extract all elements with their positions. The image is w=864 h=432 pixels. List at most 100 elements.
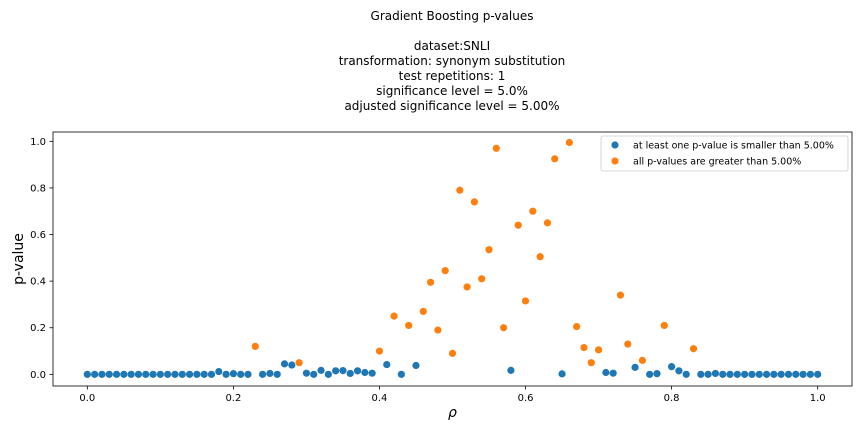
data-point-significant <box>185 370 194 378</box>
data-point-significant <box>178 370 186 378</box>
chart-title-subline: transformation: synonym substitution <box>338 54 566 68</box>
data-point-significant <box>112 370 121 378</box>
data-point-significant <box>799 370 807 378</box>
data-point-not-significant <box>543 219 552 227</box>
data-point-significant <box>237 370 245 378</box>
chart-title-subline: test repetitions: 1 <box>398 69 506 83</box>
data-point-significant <box>229 370 237 378</box>
data-point-significant <box>602 368 610 377</box>
data-point-significant <box>302 369 311 377</box>
data-point-significant <box>792 370 800 378</box>
data-point-significant <box>784 370 793 378</box>
data-point-not-significant <box>295 359 303 367</box>
data-point-not-significant <box>580 343 588 352</box>
data-point-significant <box>507 366 515 374</box>
data-point-not-significant <box>616 291 625 299</box>
data-point-significant <box>412 361 420 370</box>
legend-box <box>600 135 849 172</box>
data-point-significant <box>682 370 690 378</box>
y-tick-label: 0.8 <box>30 183 46 194</box>
data-point-not-significant <box>492 144 500 152</box>
data-point-significant <box>762 370 771 378</box>
data-point-not-significant <box>375 347 384 355</box>
x-tick-label: 0.2 <box>225 393 241 404</box>
data-point-significant <box>668 363 676 371</box>
chart-title-subline: dataset:SNLI <box>413 39 491 53</box>
data-point-significant <box>244 370 252 378</box>
chart-title-subline: adjusted significance level = 5.00% <box>344 99 560 113</box>
data-point-not-significant <box>565 138 573 147</box>
data-point-not-significant <box>441 267 449 275</box>
data-point-not-significant <box>536 253 544 261</box>
data-point-significant <box>149 370 157 378</box>
data-point-significant <box>814 370 822 378</box>
data-point-significant <box>675 367 683 375</box>
data-point-significant <box>215 367 223 376</box>
data-point-not-significant <box>405 321 413 330</box>
data-point-significant <box>156 370 164 378</box>
data-point-significant <box>733 370 741 378</box>
data-point-significant <box>397 370 405 378</box>
data-point-significant <box>646 370 654 378</box>
y-tick-label: 0.2 <box>30 323 46 334</box>
data-point-significant <box>317 366 325 374</box>
data-point-not-significant <box>463 283 471 291</box>
y-tick-label: 0.6 <box>30 230 46 241</box>
data-point-significant <box>697 370 705 378</box>
data-point-not-significant <box>689 345 698 353</box>
data-point-significant <box>222 370 230 378</box>
data-point-not-significant <box>500 324 508 332</box>
x-tick-label: 1.0 <box>810 393 826 404</box>
data-point-significant <box>200 370 208 378</box>
data-point-significant <box>383 360 391 369</box>
data-point-significant <box>142 370 150 378</box>
chart-title: Gradient Boosting p-values <box>370 9 534 23</box>
x-tick-label: 0.4 <box>372 393 388 404</box>
data-point-not-significant <box>660 321 668 330</box>
data-point-significant <box>83 370 91 378</box>
data-point-not-significant <box>456 186 464 194</box>
data-point-significant <box>653 370 661 378</box>
data-point-significant <box>748 370 756 378</box>
plot-frame <box>52 131 853 387</box>
x-tick-label: 0.6 <box>518 393 534 404</box>
data-point-significant <box>273 370 281 378</box>
data-point-significant <box>266 369 274 378</box>
data-point-significant <box>558 370 566 378</box>
data-point-significant <box>346 369 354 378</box>
data-point-not-significant <box>434 326 442 334</box>
data-point-significant <box>719 370 727 378</box>
data-point-significant <box>134 370 143 378</box>
data-point-significant <box>310 370 318 378</box>
data-point-significant <box>368 369 376 377</box>
y-axis-label: p-value <box>11 233 27 285</box>
data-point-not-significant <box>521 297 530 305</box>
data-point-significant <box>193 370 201 378</box>
data-point-not-significant <box>478 275 486 283</box>
legend-marker <box>611 141 619 149</box>
data-point-not-significant <box>448 349 457 357</box>
data-point-significant <box>631 363 639 371</box>
data-point-not-significant <box>551 155 559 163</box>
data-point-not-significant <box>485 246 493 254</box>
data-point-significant <box>332 367 340 375</box>
data-point-not-significant <box>573 322 581 331</box>
data-point-significant <box>98 370 106 378</box>
data-point-significant <box>324 370 332 378</box>
data-point-significant <box>120 370 128 378</box>
data-point-significant <box>91 370 99 378</box>
y-tick-label: 0.4 <box>30 277 46 288</box>
y-tick-label: 0.0 <box>30 370 46 381</box>
x-tick-label: 0.0 <box>79 393 95 404</box>
data-point-significant <box>164 370 172 378</box>
data-point-not-significant <box>426 278 435 286</box>
data-point-not-significant <box>514 221 522 229</box>
data-point-significant <box>207 370 216 378</box>
data-point-not-significant <box>470 198 479 206</box>
data-point-not-significant <box>419 307 427 316</box>
data-point-significant <box>339 367 347 375</box>
chart-title-subline: significance level = 5.0% <box>376 84 528 98</box>
data-point-significant <box>726 370 734 378</box>
data-point-significant <box>105 370 113 378</box>
